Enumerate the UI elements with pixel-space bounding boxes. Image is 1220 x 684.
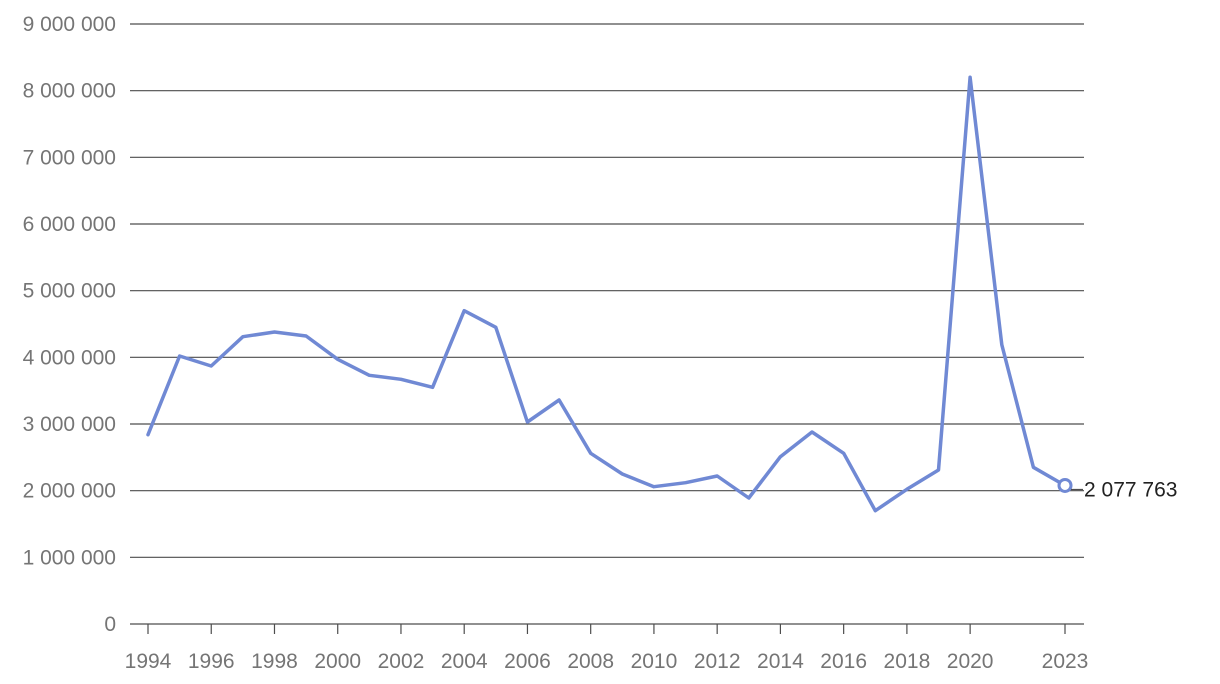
x-tick-label: 1994 — [125, 650, 172, 673]
end-point-marker — [1057, 477, 1073, 493]
y-tick-label: 1 000 000 — [23, 546, 116, 569]
x-tick-label: 2014 — [757, 650, 804, 673]
x-tick-label: 2002 — [378, 650, 425, 673]
x-tick-label: 1998 — [251, 650, 298, 673]
end-value-label: 2 077 763 — [1084, 478, 1177, 501]
y-tick-label: 3 000 000 — [23, 413, 116, 436]
y-tick-label: 2 000 000 — [23, 480, 116, 503]
x-tick-label: 1996 — [188, 650, 235, 673]
y-tick-label: 8 000 000 — [23, 80, 116, 103]
grid-lines — [130, 23, 1084, 625]
x-tick-label: 2004 — [441, 650, 488, 673]
y-tick-label: 6 000 000 — [23, 213, 116, 236]
x-tick-label: 2008 — [567, 650, 614, 673]
x-tick-label: 2023 — [1042, 650, 1089, 673]
x-tick-label: 2006 — [504, 650, 551, 673]
y-tick-label: 9 000 000 — [23, 13, 116, 36]
y-tick-label: 5 000 000 — [23, 280, 116, 303]
x-tick-label: 2020 — [947, 650, 994, 673]
y-tick-label: 0 — [104, 613, 116, 636]
y-tick-label: 4 000 000 — [23, 346, 116, 369]
x-tick-label: 2010 — [631, 650, 678, 673]
x-axis-ticks: 1994 1996 1998 2000 2002 2004 2006 2008 2010 2012… — [125, 624, 1089, 673]
x-tick-label: 2016 — [820, 650, 867, 673]
series-line — [146, 75, 1067, 513]
x-tick-label: 2018 — [884, 650, 931, 673]
y-tick-label: 7 000 000 — [23, 146, 116, 169]
x-tick-label: 2000 — [314, 650, 361, 673]
y-axis-tick-labels: 0 1 000 000 2 000 000 3 000 000 4 000 000 5 0… — [23, 13, 116, 636]
x-tick-label: 2012 — [694, 650, 741, 673]
